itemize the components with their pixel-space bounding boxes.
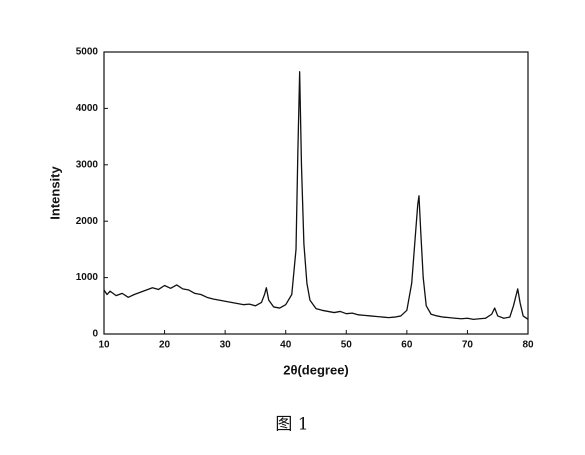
- x-tick-label: 30: [220, 340, 232, 351]
- x-axis-title: 2θ(degree): [283, 362, 349, 377]
- data-line: [103, 71, 529, 320]
- x-tick-label: 20: [159, 340, 171, 351]
- y-tick-label: 5000: [76, 47, 99, 58]
- y-tick-label: 2000: [76, 216, 99, 227]
- caption: 图 1: [275, 415, 308, 435]
- x-tick-label: 40: [280, 340, 292, 351]
- x-tick-label: 10: [98, 340, 110, 351]
- x-tick-label: 70: [462, 340, 474, 351]
- y-tick-label: 0: [92, 329, 98, 340]
- x-tick-label: 50: [341, 340, 353, 351]
- plot-frame: [103, 51, 529, 335]
- y-axis-title: Intensity: [47, 166, 62, 220]
- y-tick-label: 4000: [76, 103, 99, 114]
- x-tick-label: 80: [522, 340, 534, 351]
- x-tick-label: 60: [401, 340, 413, 351]
- y-tick-label: 1000: [76, 272, 99, 283]
- y-tick-label: 3000: [76, 159, 99, 170]
